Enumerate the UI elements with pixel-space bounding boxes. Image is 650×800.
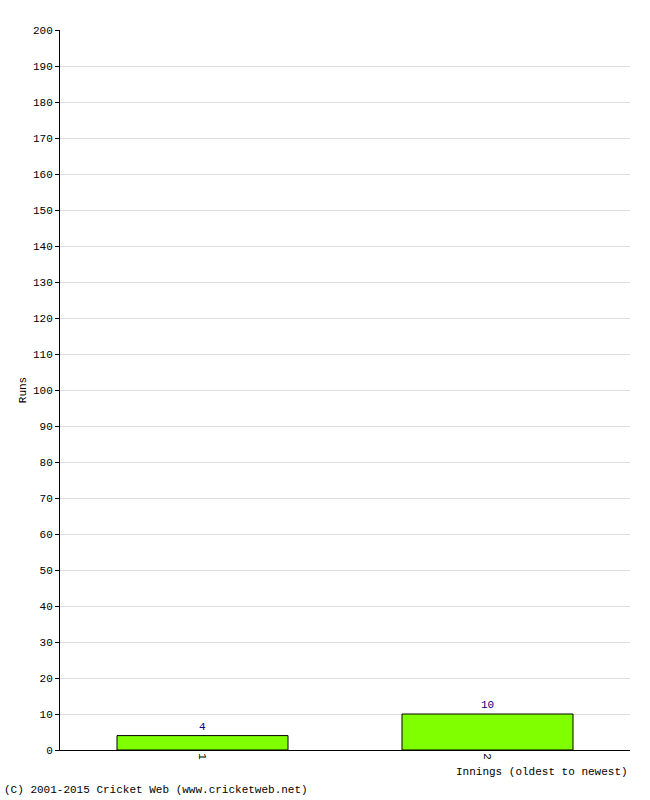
svg-text:10: 10 bbox=[40, 709, 53, 721]
svg-text:50: 50 bbox=[40, 565, 53, 577]
svg-text:80: 80 bbox=[40, 457, 53, 469]
svg-text:190: 190 bbox=[33, 61, 53, 73]
svg-text:(C) 2001-2015 Cricket Web (www: (C) 2001-2015 Cricket Web (www.cricketwe… bbox=[4, 784, 308, 796]
svg-text:0: 0 bbox=[46, 745, 53, 757]
svg-text:70: 70 bbox=[40, 493, 53, 505]
svg-text:20: 20 bbox=[40, 673, 53, 685]
svg-text:180: 180 bbox=[33, 97, 53, 109]
svg-text:100: 100 bbox=[33, 385, 53, 397]
svg-text:120: 120 bbox=[33, 313, 53, 325]
svg-text:150: 150 bbox=[33, 205, 53, 217]
svg-text:30: 30 bbox=[40, 637, 53, 649]
svg-text:60: 60 bbox=[40, 529, 53, 541]
svg-text:170: 170 bbox=[33, 133, 53, 145]
svg-text:40: 40 bbox=[40, 601, 53, 613]
svg-text:200: 200 bbox=[33, 25, 53, 37]
svg-text:140: 140 bbox=[33, 241, 53, 253]
svg-text:2: 2 bbox=[481, 753, 493, 760]
svg-text:110: 110 bbox=[33, 349, 53, 361]
svg-text:10: 10 bbox=[481, 699, 494, 711]
svg-text:130: 130 bbox=[33, 277, 53, 289]
svg-text:1: 1 bbox=[196, 753, 208, 760]
svg-text:160: 160 bbox=[33, 169, 53, 181]
svg-text:Innings (oldest to newest): Innings (oldest to newest) bbox=[456, 766, 628, 778]
svg-text:90: 90 bbox=[40, 421, 53, 433]
svg-text:Runs: Runs bbox=[17, 377, 29, 403]
svg-text:4: 4 bbox=[199, 721, 206, 733]
